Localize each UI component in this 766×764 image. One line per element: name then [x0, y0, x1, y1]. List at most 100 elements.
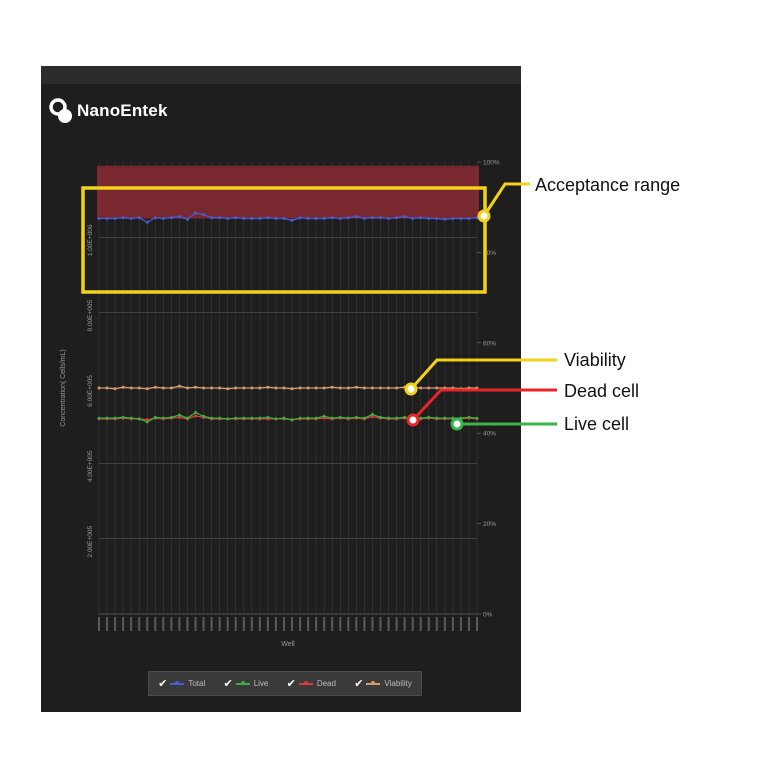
x-tick-label: [130, 617, 133, 631]
check-icon: ✔: [223, 678, 233, 690]
data-point-viability: [250, 386, 254, 390]
data-point-viability: [266, 385, 270, 389]
data-point-total: [354, 215, 358, 219]
data-point-total: [435, 217, 439, 220]
x-tick-label: [387, 617, 390, 631]
x-tick-label: [419, 617, 422, 631]
data-point-viability: [169, 386, 173, 390]
data-point-viability: [129, 386, 133, 390]
legend-item-total[interactable]: ✔ Total: [158, 677, 205, 690]
data-point-total: [218, 216, 222, 220]
data-point-live: [290, 418, 294, 422]
x-axis-label: Well: [281, 641, 295, 648]
y-left-tick-label: 2.00E+005: [87, 525, 94, 557]
acceptance-range-leader: [482, 182, 530, 217]
legend-item-dead[interactable]: ✔ Dead: [287, 677, 336, 690]
data-point-live: [338, 415, 342, 419]
chart-canvas: 2.00E+005 4.00E+005 6.00E+005 8.00E+005 1.00…: [60, 160, 500, 649]
x-tick-label: [186, 617, 189, 631]
y-right-tick-label: 40%: [483, 431, 496, 438]
data-point-viability: [186, 386, 189, 390]
data-point-total: [250, 217, 254, 220]
x-ticks: [98, 617, 478, 631]
data-point-live: [137, 417, 141, 421]
data-point-viability: [362, 386, 366, 390]
data-point-viability: [202, 386, 206, 390]
data-point-viability: [153, 385, 157, 389]
x-tick-label: [307, 617, 310, 631]
data-point-viability: [137, 386, 141, 390]
data-point-viability: [226, 387, 230, 391]
x-tick-label: [355, 617, 358, 631]
x-tick-label: [459, 617, 462, 631]
legend-label: Dead: [316, 679, 336, 688]
live-cell-label: Live cell: [564, 414, 630, 434]
x-tick-label: [427, 617, 430, 631]
x-tick-label: [242, 617, 245, 631]
data-point-dead: [177, 415, 181, 419]
data-point-live: [298, 416, 302, 420]
data-point-viability: [370, 386, 374, 390]
data-point-viability: [210, 386, 214, 390]
data-point-total: [226, 217, 230, 220]
data-point-live: [226, 417, 230, 421]
legend-label: Live: [253, 679, 269, 688]
x-tick-label: [379, 617, 382, 631]
x-tick-label: [315, 617, 318, 631]
data-point-total: [105, 217, 109, 220]
live-cell-marker: [450, 417, 464, 431]
data-point-total: [97, 217, 101, 220]
legend-item-viability[interactable]: ✔ Viability: [354, 677, 412, 690]
data-point-viability: [419, 386, 423, 390]
data-point-live: [443, 416, 447, 420]
data-point-live: [258, 416, 262, 420]
data-point-total: [314, 217, 318, 220]
data-point-total: [362, 217, 366, 220]
data-point-live: [210, 416, 214, 420]
data-point-live: [282, 416, 286, 420]
x-tick-label: [154, 617, 157, 631]
data-point-total: [427, 217, 431, 220]
data-point-total: [161, 217, 165, 220]
data-point-total: [306, 217, 310, 220]
data-point-viability: [306, 386, 310, 390]
data-point-total: [145, 220, 149, 224]
chart-series: [97, 211, 479, 424]
dead-cell-label: Dead cell: [564, 381, 640, 401]
x-tick-label: [467, 617, 470, 631]
y-right-tick-label: 80%: [483, 250, 496, 257]
data-point-live: [202, 414, 206, 418]
data-point-total: [137, 216, 141, 220]
x-tick-label: [106, 617, 109, 631]
data-point-viability: [427, 386, 431, 390]
data-point-viability: [121, 385, 125, 389]
data-point-viability: [338, 386, 342, 390]
data-point-viability: [322, 386, 326, 390]
data-point-total: [443, 217, 447, 221]
data-point-total: [395, 216, 399, 220]
legend-swatch-dead: [298, 681, 313, 685]
x-tick-label: [443, 617, 446, 631]
data-point-live: [186, 416, 189, 420]
acceptance-range-marker: [477, 209, 491, 223]
x-tick-label: [210, 617, 213, 631]
data-point-viability: [177, 384, 181, 388]
y-left-tick-label: 6.00E+005: [87, 375, 94, 407]
dead-cell-leader: [411, 388, 557, 422]
data-point-live: [435, 416, 439, 420]
x-tick-label: [371, 617, 374, 631]
y-axis-label: Concentration( Cells/mL): [60, 349, 67, 426]
data-point-live: [306, 416, 310, 420]
legend-item-live[interactable]: ✔ Live: [223, 677, 268, 690]
data-point-total: [282, 217, 286, 220]
y-right-tick-label: 100%: [483, 160, 500, 167]
check-icon: ✔: [354, 678, 364, 690]
data-point-total: [298, 216, 302, 220]
x-tick-label: [250, 617, 253, 631]
data-point-total: [258, 217, 262, 220]
data-point-viability: [105, 386, 109, 390]
y-right-tick-label: 20%: [483, 521, 496, 528]
data-point-viability: [234, 386, 238, 390]
legend-label: Viability: [384, 679, 412, 688]
x-tick-label: [146, 617, 149, 631]
